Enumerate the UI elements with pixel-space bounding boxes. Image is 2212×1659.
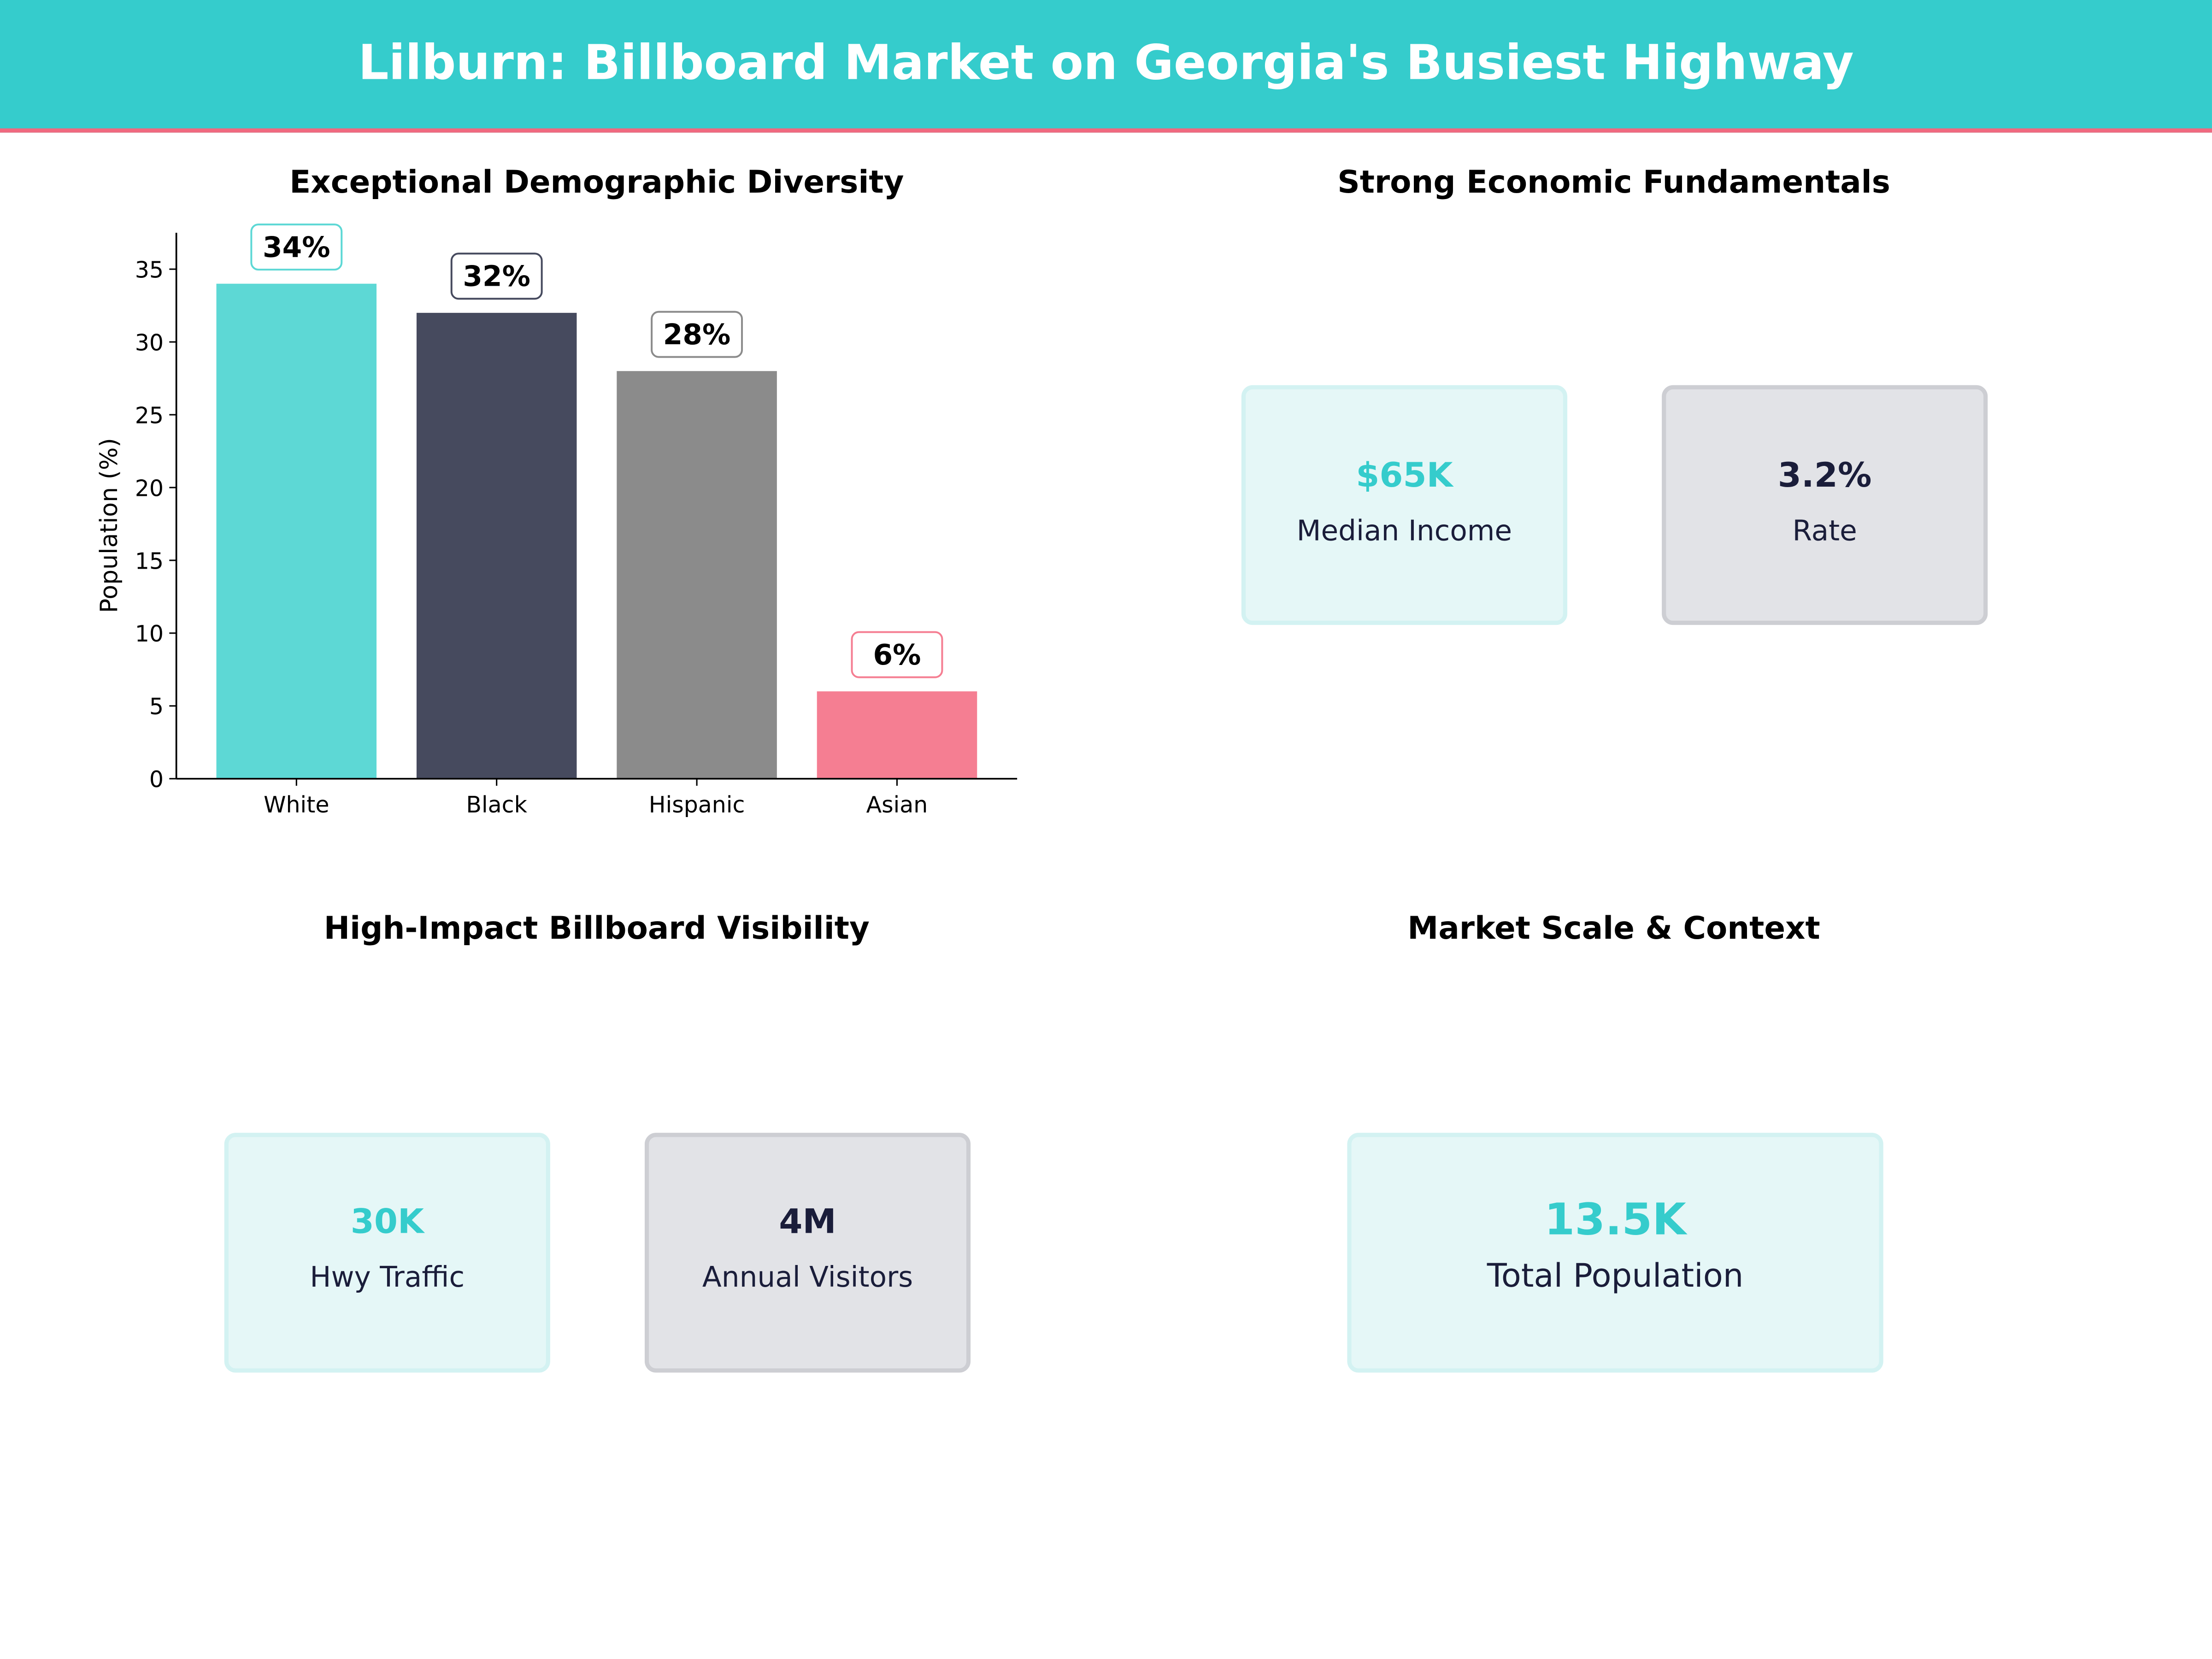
data-label: 6%	[873, 639, 921, 671]
header-banner: Lilburn: Billboard Market on Georgia's B…	[0, 0, 2212, 133]
card-label: Annual Visitors	[702, 1259, 913, 1294]
visibility-title: High-Impact Billboard Visibility	[324, 912, 870, 947]
card-label: Rate	[1792, 513, 1857, 547]
total-population-card: 13.5K Total Population	[1347, 1133, 1883, 1373]
data-label-box	[651, 311, 743, 358]
y-axis-label: Population (%)	[95, 438, 123, 613]
y-tick-label: 30	[135, 329, 164, 356]
card-value: 4M	[779, 1202, 836, 1241]
page-title: Lilburn: Billboard Market on Georgia's B…	[358, 35, 1854, 92]
card-value: $65K	[1356, 455, 1453, 495]
data-label-box	[450, 253, 543, 300]
x-tick-label: Black	[466, 792, 527, 818]
bar-hispanic	[617, 371, 777, 779]
y-tick-label: 35	[135, 257, 164, 283]
economic-title: Strong Economic Fundamentals	[1337, 165, 1890, 201]
y-tick-label: 20	[135, 475, 164, 501]
data-label: 32%	[463, 260, 530, 293]
x-tick-label: White	[264, 792, 329, 818]
y-tick-label: 0	[149, 766, 164, 793]
data-label: 28%	[663, 318, 731, 351]
chart-title: Exceptional Demographic Diversity	[289, 165, 904, 201]
x-tick-label: Asian	[866, 792, 928, 818]
y-tick-label: 25	[135, 402, 164, 429]
bar-asian	[817, 691, 977, 779]
card-value: 13.5K	[1544, 1194, 1686, 1246]
card-label: Median Income	[1296, 513, 1512, 547]
rate-card: 3.2% Rate	[1662, 385, 1988, 625]
data-label-box	[250, 224, 343, 271]
data-label-box	[851, 631, 943, 678]
y-tick-label: 10	[135, 621, 164, 647]
card-value: 3.2%	[1777, 455, 1872, 495]
card-value: 30K	[350, 1202, 424, 1241]
data-label: 34%	[263, 231, 330, 264]
bar-white	[216, 283, 377, 779]
bar-black	[416, 312, 577, 779]
x-tick-label: Hispanic	[649, 792, 745, 818]
card-label: Total Population	[1487, 1258, 1744, 1295]
market-title: Market Scale & Context	[1407, 912, 1820, 947]
y-tick-label: 15	[135, 548, 164, 574]
y-tick-label: 5	[149, 694, 164, 720]
card-label: Hwy Traffic	[310, 1259, 465, 1294]
annual-visitors-card: 4M Annual Visitors	[644, 1133, 971, 1373]
hwy-traffic-card: 30K Hwy Traffic	[224, 1133, 550, 1373]
median-income-card: $65K Median Income	[1241, 385, 1567, 625]
